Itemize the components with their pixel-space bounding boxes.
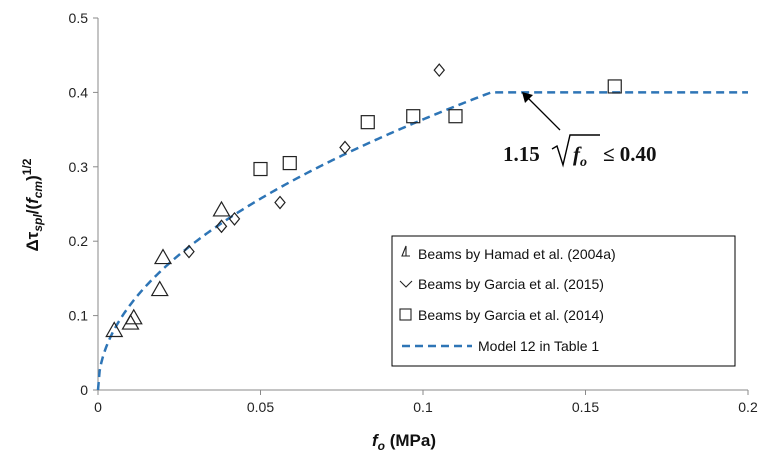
legend-box [391, 235, 736, 367]
x-tick-label: 0.15 [572, 399, 599, 415]
y-tick-label: 0 [80, 382, 88, 398]
square-marker [607, 79, 622, 94]
y-tick-label: 0.4 [69, 84, 89, 100]
x-ticks: 0 0.05 0.1 0.15 0.2 [94, 390, 758, 415]
diamond-marker [215, 219, 228, 234]
triangle-marker [105, 321, 124, 338]
triangle-marker [124, 308, 143, 325]
square-marker [406, 109, 421, 124]
x-axis-title: fo (MPa) [372, 431, 436, 453]
legend-label-hamad: Beams by Hamad et al. (2004a) [418, 246, 616, 262]
y-ticks: 0 0.1 0.2 0.3 0.4 0.5 [69, 10, 98, 398]
x-tick-label: 0.2 [738, 399, 758, 415]
diamond-marker [228, 211, 241, 226]
square-marker [253, 161, 268, 177]
formula-annotation: 1.15 fo ≤ 0.40 [503, 92, 657, 170]
legend-triangle-icon [401, 245, 410, 257]
annotation-relation: ≤ 0.40 [603, 142, 657, 166]
diamond-marker [339, 140, 351, 155]
triangle-marker [212, 200, 231, 217]
data-markers [105, 63, 622, 338]
annotation-coefficient: 1.15 [503, 142, 540, 166]
annotation-arrow [526, 96, 561, 131]
square-marker [360, 115, 375, 130]
model-12-curve [96, 91, 748, 391]
legend-square-icon [399, 308, 412, 321]
legend-label-garcia-2015: Beams by Garcia et al. (2015) [418, 276, 604, 292]
triangle-marker [150, 280, 169, 297]
diamond-marker [433, 63, 446, 78]
triangle-marker [121, 313, 140, 330]
y-axis-title: Δτspl/(fcm)1/2 [20, 158, 45, 251]
diamond-marker [274, 195, 286, 210]
square-marker [282, 155, 297, 171]
y-tick-label: 0.5 [69, 10, 89, 26]
legend-label-model: Model 12 in Table 1 [478, 338, 599, 354]
legend: Beams by Hamad et al. (2004a) Beams by G… [391, 235, 736, 367]
annotation-arrowhead [522, 92, 533, 103]
legend-diamond-icon [399, 280, 413, 288]
y-tick-label: 0.2 [69, 233, 89, 249]
triangle-marker [153, 248, 173, 265]
x-tick-label: 0.1 [413, 399, 433, 415]
x-tick-label: 0.05 [247, 399, 274, 415]
x-tick-label: 0 [94, 399, 102, 415]
y-tick-label: 0.1 [69, 308, 89, 324]
diamond-marker [183, 244, 195, 259]
annotation-variable: fo [573, 142, 587, 170]
square-marker [448, 109, 463, 124]
legend-label-garcia-2014: Beams by Garcia et al. (2014) [418, 307, 604, 323]
annotation-sqrt-sign [551, 134, 600, 168]
y-tick-label: 0.3 [69, 159, 89, 175]
